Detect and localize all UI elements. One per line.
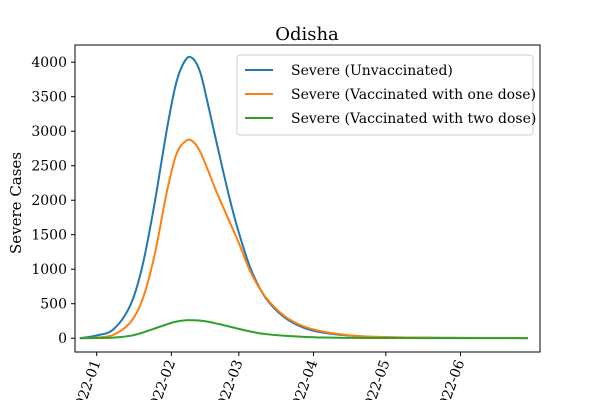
x-tick-label: 2022-05 <box>359 358 394 400</box>
series-lines <box>79 55 528 340</box>
x-tick-label: 2022-01 <box>70 358 105 400</box>
series-line-3 <box>79 319 528 340</box>
x-tick-label: 2022-03 <box>212 358 247 400</box>
series-line-2 <box>79 138 528 340</box>
legend-label: Severe (Unvaccinated) <box>291 63 453 79</box>
legend: Severe (Unvaccinated) Severe (Vaccinated … <box>236 54 536 136</box>
y-axis-label: Severe Cases <box>7 152 25 254</box>
y-tick-label: 2500 <box>31 159 67 175</box>
x-tick-label: 2022-06 <box>433 358 468 400</box>
y-tick-label: 3500 <box>31 90 67 106</box>
y-axis-ticks: 0 500 1000 1500 2000 2500 3000 3500 4000 <box>31 55 75 347</box>
x-tick-label: 2022-02 <box>144 358 179 400</box>
y-tick-label: 500 <box>40 297 67 313</box>
plot-frame <box>74 44 541 353</box>
y-tick-label: 2000 <box>31 193 67 209</box>
y-tick-label: 4000 <box>31 55 67 71</box>
legend-label: Severe (Vaccinated with two dose) <box>291 111 536 127</box>
x-axis-ticks: 2022-01 2022-02 2022-03 2022-04 2022-05 2022-… <box>70 352 468 400</box>
chart-title: Odisha <box>275 24 339 45</box>
y-tick-label: 3000 <box>31 124 67 140</box>
y-tick-label: 1000 <box>31 262 67 278</box>
legend-box <box>236 54 534 136</box>
x-tick-label: 2022-04 <box>286 358 321 400</box>
y-tick-label: 1500 <box>31 228 67 244</box>
legend-label: Severe (Vaccinated with one dose) <box>291 87 536 103</box>
y-tick-label: 0 <box>58 331 67 347</box>
